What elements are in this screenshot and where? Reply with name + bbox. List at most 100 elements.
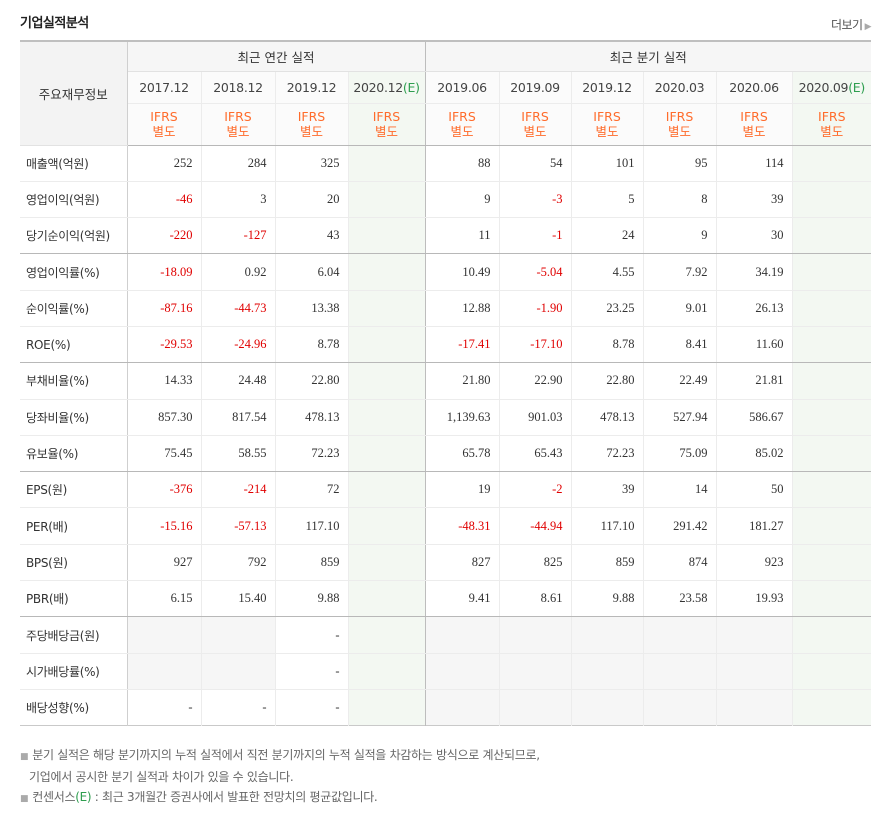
row-header-label: 주요재무정보: [20, 41, 128, 146]
table-cell: 8: [642, 181, 717, 219]
bullet-icon: ■: [20, 794, 29, 804]
table-cell: 11.60: [715, 326, 793, 364]
table-cell: -: [200, 689, 275, 726]
table-body: 매출액(억원) 252 284 325 88 54 101 95 114 영업이익(억원) -46 3…: [20, 145, 872, 726]
table-cell: 9: [642, 217, 717, 255]
period-header: 2018.12: [200, 71, 275, 104]
table-cell: 478.13: [570, 399, 644, 436]
table-cell: [347, 217, 426, 255]
table-cell: 22.90: [498, 362, 572, 400]
table-cell: -15.16: [127, 507, 201, 545]
table-cell: [347, 616, 426, 654]
ifrs-label: IFRS 별도: [424, 103, 500, 146]
table-row: ROE(%) -29.53 -24.96 8.78 -17.41 -17.10 8.78 8.…: [20, 326, 872, 364]
table-cell: 21.81: [715, 362, 793, 400]
table-cell: [498, 653, 572, 690]
table-cell: 12.88: [424, 290, 500, 327]
table-cell: 14.33: [127, 362, 201, 400]
table-row: 당좌비율(%) 857.30 817.54 478.13 1,139.63 901.03 4…: [20, 399, 872, 436]
table-row: 배당성향(%) - - -: [20, 689, 872, 726]
table-cell: [791, 326, 872, 364]
table-cell: -29.53: [127, 326, 201, 364]
table-cell: -214: [200, 471, 275, 509]
footnote-1: ■ 분기 실적은 해당 분기까지의 누적 실적에서 직전 분기까지의 누적 실적을…: [20, 748, 540, 762]
table-cell: [127, 653, 201, 690]
table-cell: 586.67: [715, 399, 793, 436]
table-cell: 117.10: [274, 507, 348, 545]
table-cell: [347, 181, 426, 219]
ifrs-label: IFRS 별도: [200, 103, 275, 146]
table-row: 부채비율(%) 14.33 24.48 22.80 21.80 22.90 22.80 22.…: [20, 362, 872, 400]
table-cell: 15.40: [200, 580, 275, 618]
table-cell: 6.04: [274, 253, 348, 291]
more-link-label: 더보기: [830, 18, 863, 32]
table-cell: 0.92: [200, 253, 275, 291]
row-label: 영업이익(억원): [20, 181, 128, 219]
financial-table: 주요재무정보 최근 연간 실적 최근 분기 실적 2017.12 2018.12 2…: [20, 40, 872, 727]
table-cell: 22.49: [642, 362, 717, 400]
table-cell: [200, 653, 275, 690]
table-cell: -: [274, 689, 348, 726]
table-cell: 923: [715, 544, 793, 582]
table-cell: -17.10: [498, 326, 572, 364]
table-cell: [642, 616, 717, 654]
table-row: 당기순이익(억원) -220 -127 43 11 -1 24 9 30: [20, 217, 872, 255]
table-cell: [791, 145, 872, 182]
period-header: 2017.12: [127, 71, 201, 104]
table-cell: 3: [200, 181, 275, 219]
table-cell: 24: [570, 217, 644, 255]
table-cell: 6.15: [127, 580, 201, 618]
table-cell: [642, 653, 717, 690]
table-cell: [498, 689, 572, 726]
table-cell: [791, 217, 872, 255]
period-header: 2019.09: [498, 71, 572, 104]
table-cell: [347, 653, 426, 690]
table-cell: 874: [642, 544, 717, 582]
more-link[interactable]: 더보기 ▶: [830, 16, 872, 33]
table-cell: 252: [127, 145, 201, 182]
table-cell: 9: [424, 181, 500, 219]
table-cell: 39: [715, 181, 793, 219]
row-label: 시가배당률(%): [20, 653, 128, 690]
table-cell: [347, 399, 426, 436]
table-cell: [347, 145, 426, 182]
table-cell: 859: [570, 544, 644, 582]
table-cell: [424, 653, 500, 690]
table-row: EPS(원) -376 -214 72 19 -2 39 14 50: [20, 471, 872, 509]
table-cell: [791, 435, 872, 473]
table-cell: -2: [498, 471, 572, 509]
ifrs-label: IFRS 별도: [570, 103, 644, 146]
table-cell: -3: [498, 181, 572, 219]
table-cell: 817.54: [200, 399, 275, 436]
table-cell: [347, 507, 426, 545]
table-cell: 101: [570, 145, 644, 182]
table-cell: 20: [274, 181, 348, 219]
table-cell: 75.09: [642, 435, 717, 473]
table-cell: 8.78: [570, 326, 644, 364]
table-cell: 1,139.63: [424, 399, 500, 436]
table-cell: 95: [642, 145, 717, 182]
table-cell: 85.02: [715, 435, 793, 473]
table-row: PBR(배) 6.15 15.40 9.88 9.41 8.61 9.88 23.58 19.9…: [20, 580, 872, 618]
period-header: 2019.12: [274, 71, 348, 104]
table-cell: 72.23: [570, 435, 644, 473]
table-cell: 24.48: [200, 362, 275, 400]
table-cell: -127: [200, 217, 275, 255]
row-label: PER(배): [20, 507, 128, 545]
table-cell: [791, 689, 872, 726]
table-cell: [498, 616, 572, 654]
table-row: 매출액(억원) 252 284 325 88 54 101 95 114: [20, 145, 872, 182]
table-cell: [642, 689, 717, 726]
table-cell: [424, 689, 500, 726]
table-cell: 857.30: [127, 399, 201, 436]
table-cell: 927: [127, 544, 201, 582]
ifrs-label: IFRS 별도: [274, 103, 348, 146]
table-cell: 43: [274, 217, 348, 255]
period-header: 2020.03: [642, 71, 717, 104]
table-cell: 478.13: [274, 399, 348, 436]
table-cell: 792: [200, 544, 275, 582]
table-cell: [347, 362, 426, 400]
table-cell: -17.41: [424, 326, 500, 364]
table-cell: 58.55: [200, 435, 275, 473]
table-cell: -48.31: [424, 507, 500, 545]
